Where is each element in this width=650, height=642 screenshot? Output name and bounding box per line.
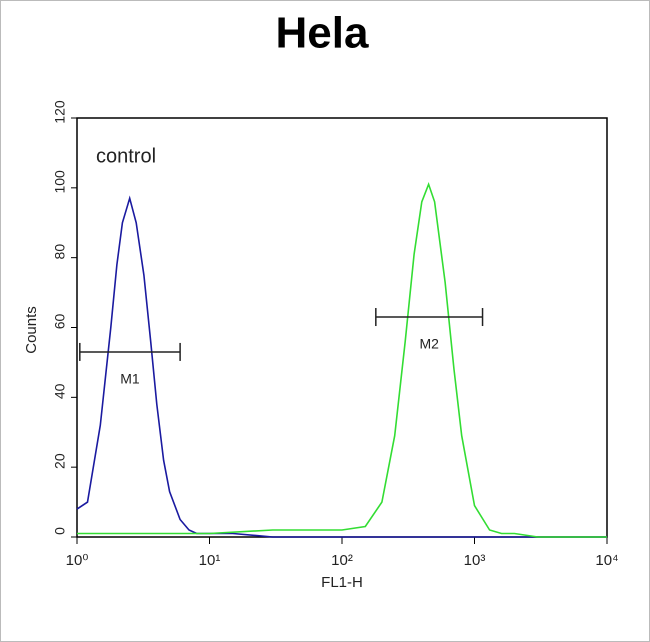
y-tick-label: 80 bbox=[52, 244, 68, 260]
plot-area bbox=[76, 117, 608, 538]
x-tick-label: 10⁴ bbox=[595, 552, 618, 569]
marker-label: M2 bbox=[419, 336, 439, 352]
x-axis-label: FL1-H bbox=[321, 574, 363, 591]
y-tick-label: 0 bbox=[52, 527, 68, 535]
series-line bbox=[77, 181, 607, 538]
x-tick-label: 10³ bbox=[464, 552, 486, 569]
marker-label: M1 bbox=[120, 371, 140, 387]
x-tick-label: 10¹ bbox=[199, 552, 221, 569]
y-tick-label: 100 bbox=[52, 170, 68, 194]
annotation: control bbox=[96, 145, 156, 167]
y-tick-label: 120 bbox=[52, 100, 68, 124]
chart-title: Hela bbox=[276, 9, 369, 58]
y-tick-label: 60 bbox=[52, 314, 68, 330]
x-tick-label: 10² bbox=[331, 552, 353, 569]
x-tick-label: 10⁰ bbox=[66, 552, 89, 569]
y-tick-label: 20 bbox=[52, 453, 68, 469]
y-axis-label: Counts bbox=[23, 306, 40, 354]
series-line bbox=[76, 195, 607, 538]
y-tick-label: 40 bbox=[52, 383, 68, 399]
